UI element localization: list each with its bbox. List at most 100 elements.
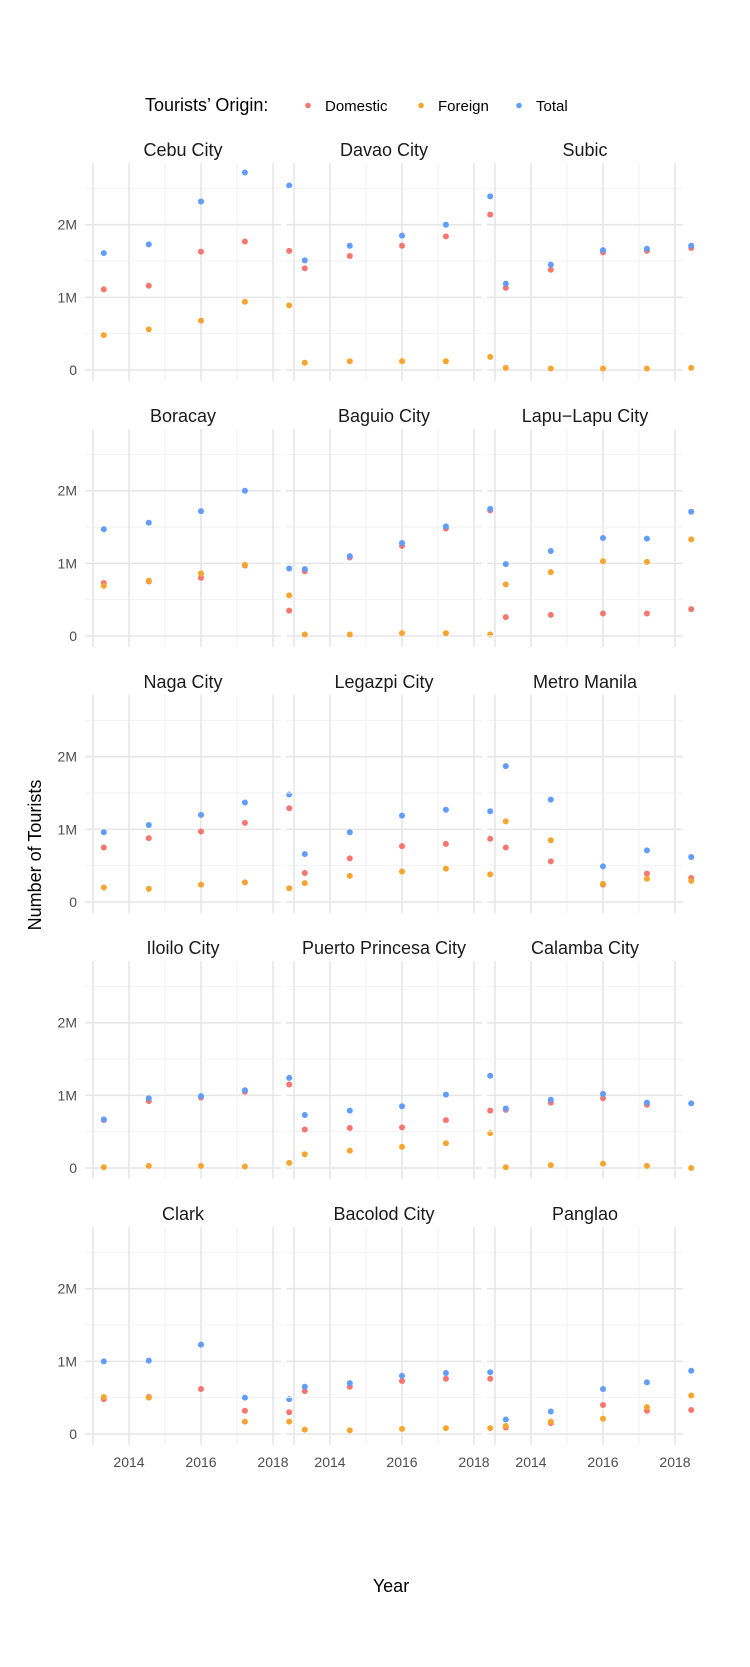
point-foreign — [301, 359, 308, 366]
point-foreign — [100, 884, 107, 891]
point-foreign — [487, 1425, 494, 1432]
point-total — [241, 487, 248, 494]
point-total — [100, 526, 107, 533]
panel-title: Calamba City — [531, 938, 639, 958]
point-total — [547, 548, 554, 555]
point-domestic — [301, 1126, 308, 1133]
point-foreign — [241, 879, 248, 886]
point-foreign — [600, 1160, 606, 1167]
point-total — [502, 561, 509, 568]
point-foreign — [502, 364, 509, 371]
point-total — [286, 565, 293, 572]
panel-puerto-princesa-city: Puerto Princesa City — [286, 938, 494, 1179]
point-total — [487, 808, 494, 815]
point-domestic — [399, 843, 405, 850]
panel-title: Metro Manila — [533, 672, 638, 692]
point-domestic — [301, 1388, 308, 1395]
point-total — [100, 1116, 107, 1123]
point-foreign — [688, 364, 695, 371]
point-domestic — [241, 238, 248, 245]
point-foreign — [198, 1162, 204, 1169]
point-foreign — [547, 1418, 554, 1425]
point-foreign — [643, 1162, 650, 1169]
y-tick-label: 2M — [58, 749, 77, 765]
point-foreign — [301, 1426, 308, 1433]
point-total — [198, 1093, 204, 1100]
point-foreign — [643, 558, 650, 565]
point-total — [547, 261, 554, 268]
point-total — [442, 1091, 449, 1098]
x-axis-title: Year — [373, 1576, 409, 1596]
point-domestic — [502, 614, 509, 621]
point-total — [100, 250, 107, 257]
point-total — [301, 1111, 308, 1118]
point-foreign — [688, 536, 695, 543]
point-total — [600, 534, 606, 541]
point-foreign — [643, 365, 650, 372]
point-total — [502, 763, 509, 770]
point-foreign — [399, 358, 405, 365]
point-domestic — [100, 286, 107, 293]
point-domestic — [286, 805, 293, 812]
point-foreign — [442, 630, 449, 637]
point-total — [502, 1416, 509, 1423]
point-domestic — [301, 869, 308, 876]
point-foreign — [442, 1140, 449, 1147]
point-foreign — [346, 358, 353, 365]
panel-title: Clark — [162, 1204, 205, 1224]
point-domestic — [241, 819, 248, 826]
point-total — [145, 519, 152, 526]
point-total — [643, 1379, 650, 1386]
x-tick-label: 2018 — [257, 1454, 288, 1470]
point-foreign — [286, 302, 293, 309]
point-total — [198, 1341, 204, 1348]
point-domestic — [547, 611, 554, 618]
point-foreign — [286, 1159, 293, 1166]
point-foreign — [241, 1418, 248, 1425]
panel-boracay: Boracay 0 1M 2M — [58, 406, 293, 647]
legend-label-foreign: Foreign — [438, 98, 489, 115]
point-total — [688, 853, 695, 860]
panel-legazpi-city: Legazpi City — [286, 672, 494, 913]
point-foreign — [502, 1164, 509, 1171]
panel-davao-city: Davao City — [286, 140, 494, 381]
panel-subic: Subic — [487, 140, 695, 381]
x-tick-label: 2014 — [314, 1454, 345, 1470]
point-domestic — [442, 233, 449, 240]
point-domestic — [198, 574, 204, 581]
point-foreign — [100, 582, 107, 589]
point-total — [547, 1096, 554, 1103]
y-tick-label: 0 — [69, 894, 77, 910]
panel-iloilo-city: Iloilo City 0 1M 2M — [58, 938, 293, 1179]
x-tick-label: 2016 — [587, 1454, 618, 1470]
point-domestic — [198, 248, 204, 255]
point-foreign — [643, 1404, 650, 1411]
point-foreign — [688, 1165, 695, 1171]
point-total — [487, 505, 494, 512]
point-domestic — [346, 252, 353, 259]
legend-label-total: Total — [536, 98, 568, 115]
point-total — [442, 221, 449, 228]
point-domestic — [502, 844, 509, 851]
panel-title: Cebu City — [143, 140, 222, 160]
panel-title: Legazpi City — [334, 672, 433, 692]
point-total — [145, 822, 152, 829]
point-total — [301, 1383, 308, 1390]
point-foreign — [286, 592, 293, 599]
y-tick-label: 0 — [69, 628, 77, 644]
x-tick-label: 2014 — [515, 1454, 546, 1470]
point-total — [688, 1100, 695, 1107]
point-domestic — [286, 1081, 293, 1088]
panel-clark: Clark 0 1M 2M 2014 2016 2018 — [58, 1204, 293, 1470]
point-total — [643, 245, 650, 252]
panel-metro-manila: Metro Manila — [487, 672, 695, 913]
panel-title: Subic — [562, 140, 607, 160]
panel-title: Naga City — [143, 672, 222, 692]
point-total — [346, 829, 353, 836]
point-foreign — [301, 880, 308, 887]
point-total — [198, 508, 204, 515]
point-foreign — [600, 880, 606, 887]
panel-title: Bacolod City — [333, 1204, 434, 1224]
point-domestic — [399, 242, 405, 249]
point-total — [688, 1367, 695, 1374]
